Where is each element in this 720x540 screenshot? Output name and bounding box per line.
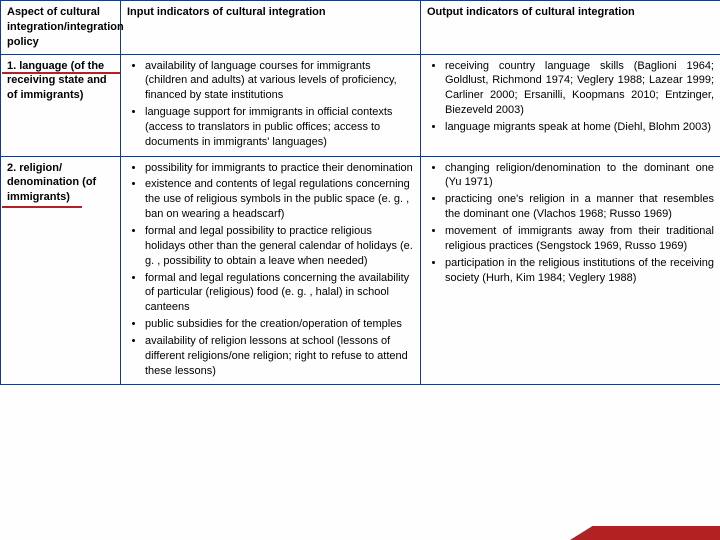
output-cell: receiving country language skills (Bagli… (421, 54, 720, 156)
output-list: receiving country language skills (Bagli… (427, 59, 714, 135)
list-item: practicing one's religion in a manner th… (445, 192, 714, 222)
list-item: formal and legal regulations concerning … (145, 271, 414, 316)
integration-table: Aspect of cultural integration/integrati… (0, 0, 720, 385)
aspect-cell: 2. religion/ denomination (of immigrants… (1, 156, 121, 385)
list-item: receiving country language skills (Bagli… (445, 59, 714, 118)
list-item: availability of religion lessons at scho… (145, 334, 414, 379)
table-row: 2. religion/ denomination (of immigrants… (1, 156, 720, 385)
output-cell: changing religion/denomination to the do… (421, 156, 720, 385)
list-item: availability of language courses for imm… (145, 59, 414, 104)
list-item: language migrants speak at home (Diehl, … (445, 120, 714, 135)
list-item: possibility for immigrants to practice t… (145, 161, 414, 176)
header-input: Input indicators of cultural integration (121, 1, 421, 55)
header-aspect: Aspect of cultural integration/integrati… (1, 1, 121, 55)
list-item: changing religion/denomination to the do… (445, 161, 714, 191)
list-item: formal and legal possibility to practice… (145, 224, 414, 269)
header-row: Aspect of cultural integration/integrati… (1, 1, 720, 55)
input-list: availability of language courses for imm… (127, 59, 414, 150)
red-accent-decoration (570, 526, 720, 540)
list-item: public subsidies for the creation/operat… (145, 317, 414, 332)
table-row: 1. language (of the receiving state and … (1, 54, 720, 156)
red-underline-decoration (2, 206, 82, 208)
list-item: language support for immigrants in offic… (145, 105, 414, 150)
output-list: changing religion/denomination to the do… (427, 161, 714, 286)
aspect-cell: 1. language (of the receiving state and … (1, 54, 121, 156)
input-cell: availability of language courses for imm… (121, 54, 421, 156)
list-item: existence and contents of legal regulati… (145, 177, 414, 222)
red-underline-decoration (2, 72, 120, 74)
input-list: possibility for immigrants to practice t… (127, 161, 414, 379)
header-output: Output indicators of cultural integratio… (421, 1, 720, 55)
input-cell: possibility for immigrants to practice t… (121, 156, 421, 385)
list-item: movement of immigrants away from their t… (445, 224, 714, 254)
list-item: participation in the religious instituti… (445, 256, 714, 286)
